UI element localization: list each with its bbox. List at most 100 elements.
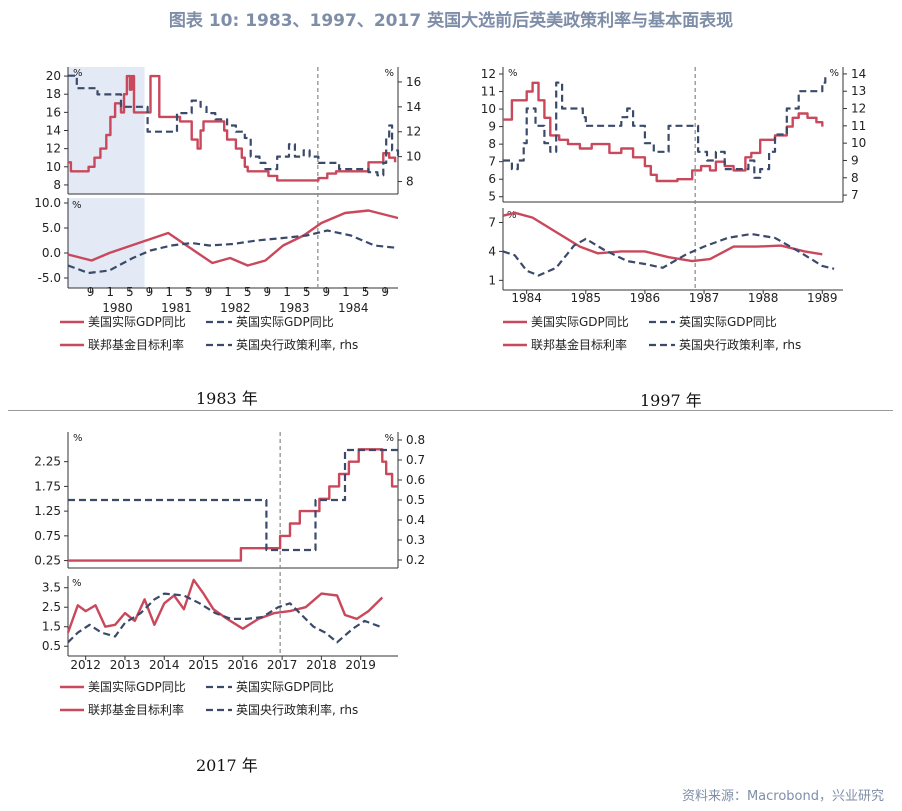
x-tick-label: 1989 [807, 291, 838, 305]
legend-us-rate-label: 联邦基金目标利率 [88, 702, 184, 717]
x-tick-label: 1 [165, 285, 173, 299]
x-tick-label: 1 [106, 285, 114, 299]
y-tick-label-bottom: 4 [488, 244, 496, 258]
x-tick-label: 1984 [511, 291, 542, 305]
x-tick-label: 9 [205, 285, 213, 299]
x-year-label: 1983 [279, 301, 310, 315]
panel-label-1997: 1997 年 [640, 391, 702, 410]
x-tick-label: 1 [342, 285, 350, 299]
x-tick-label: 2014 [149, 658, 180, 672]
legend-us-rate-label: 联邦基金目标利率 [88, 337, 184, 352]
y-tick-label-right: 14 [851, 67, 866, 81]
bottom-unit-left: % [507, 210, 517, 221]
recession-shade-bottom [68, 198, 145, 288]
x-tick-label: 2016 [228, 658, 259, 672]
y-tick-label-right: 13 [851, 84, 866, 98]
panel-label-1983: 1983 年 [196, 389, 258, 408]
top-unit-left: % [73, 68, 83, 79]
y-tick-label-left: 1.25 [34, 504, 61, 518]
y-tick-label-bottom: 3.5 [42, 581, 61, 595]
y-tick-label-right: 10 [406, 150, 421, 164]
y-tick-label-left: 18 [46, 87, 61, 101]
x-tick-label: 5 [126, 285, 134, 299]
y-tick-label-right: 0.5 [406, 493, 425, 507]
y-tick-label-bottom: 2.5 [42, 600, 61, 614]
y-tick-label-left: 12 [46, 142, 61, 156]
legend-uk-rate-label: 英国央行政策利率, rhs [236, 702, 358, 717]
x-tick-label: 5 [362, 285, 370, 299]
x-tick-label: 1986 [630, 291, 661, 305]
us-gdp-line [67, 209, 399, 267]
x-tick-label: 1985 [571, 291, 602, 305]
legend-uk-gdp-label: 英国实际GDP同比 [679, 314, 777, 329]
y-tick-label-right: 9 [851, 153, 859, 167]
us-gdp-line [502, 211, 823, 263]
x-year-label: 1984 [338, 301, 369, 315]
y-tick-label-right: 16 [406, 75, 421, 89]
x-tick-label: 9 [322, 285, 330, 299]
y-tick-label-right: 8 [851, 171, 859, 185]
panel-divider [8, 410, 893, 411]
x-tick-label: 9 [87, 285, 95, 299]
x-tick-label: 1 [283, 285, 291, 299]
x-tick-label: 9 [264, 285, 272, 299]
y-tick-label-left: 14 [46, 124, 61, 138]
y-tick-label-left: 0.25 [34, 554, 61, 568]
x-tick-label: 5 [244, 285, 252, 299]
x-tick-label: 9 [381, 285, 389, 299]
y-tick-label-bottom: 0.0 [42, 246, 61, 260]
x-year-label: 1981 [161, 301, 192, 315]
top-unit-right: % [384, 68, 394, 79]
y-tick-label-bottom: -5.0 [38, 271, 61, 285]
y-tick-label-left: 20 [46, 69, 61, 83]
legend-us-gdp-label: 美国实际GDP同比 [88, 314, 186, 329]
y-tick-label-bottom: 1 [488, 273, 496, 287]
y-tick-label-right: 0.4 [406, 513, 425, 527]
x-tick-label: 1988 [748, 291, 779, 305]
legend-uk-gdp-label: 英国实际GDP同比 [236, 679, 334, 694]
uk-gdp-line [502, 232, 835, 277]
x-tick-label: 2013 [110, 658, 141, 672]
y-tick-label-left: 7 [488, 155, 496, 169]
y-tick-label-right: 11 [851, 119, 866, 133]
y-tick-label-left: 5 [488, 190, 496, 204]
source-note: 资料来源：Macrobond，兴业研究 [681, 789, 884, 804]
legend-us-gdp-label: 美国实际GDP同比 [531, 314, 629, 329]
panel-label-2017: 2017 年 [196, 756, 258, 775]
y-tick-label-left: 10 [46, 160, 61, 174]
legend-uk-rate-label: 英国央行政策利率, rhs [679, 337, 801, 352]
y-tick-label-right: 0.2 [406, 553, 425, 567]
figure-title: 图表 10: 1983、1997、2017 英国大选前后英美政策利率与基本面表现 [168, 11, 734, 31]
legend-uk-gdp-label: 英国实际GDP同比 [236, 314, 334, 329]
uk-gdp-line [67, 229, 399, 275]
legend-us-gdp-label: 美国实际GDP同比 [88, 679, 186, 694]
y-tick-label-bottom: 5.0 [42, 221, 61, 235]
bottom-unit-left: % [72, 578, 82, 589]
uk-bank-rate-line [68, 448, 398, 552]
x-tick-label: 5 [303, 285, 311, 299]
y-tick-label-left: 8 [488, 137, 496, 151]
y-tick-label-left: 1.75 [34, 479, 61, 493]
y-tick-label-bottom: 1.5 [42, 620, 61, 634]
x-tick-label: 2019 [345, 658, 376, 672]
y-tick-label-left: 9 [488, 120, 496, 134]
y-tick-label-right: 8 [406, 175, 414, 189]
top-unit-left: % [73, 433, 83, 444]
y-tick-label-right: 7 [851, 188, 859, 202]
uk-bank-rate-line [68, 74, 400, 177]
y-tick-label-left: 12 [481, 67, 496, 81]
y-tick-label-left: 10 [481, 102, 496, 116]
x-tick-label: 1 [224, 285, 232, 299]
y-tick-label-right: 0.6 [406, 473, 425, 487]
y-tick-label-left: 16 [46, 105, 61, 119]
x-tick-label: 5 [185, 285, 193, 299]
y-tick-label-bottom: 7 [488, 215, 496, 229]
y-tick-label-left: 11 [481, 85, 496, 99]
legend-uk-rate-label: 英国央行政策利率, rhs [236, 337, 358, 352]
top-unit-right: % [829, 68, 839, 79]
y-tick-label-bottom: 0.5 [42, 639, 61, 653]
x-tick-label: 2017 [267, 658, 298, 672]
x-tick-label: 2015 [188, 658, 219, 672]
x-tick-label: 2012 [70, 658, 101, 672]
y-tick-label-left: 0.75 [34, 529, 61, 543]
